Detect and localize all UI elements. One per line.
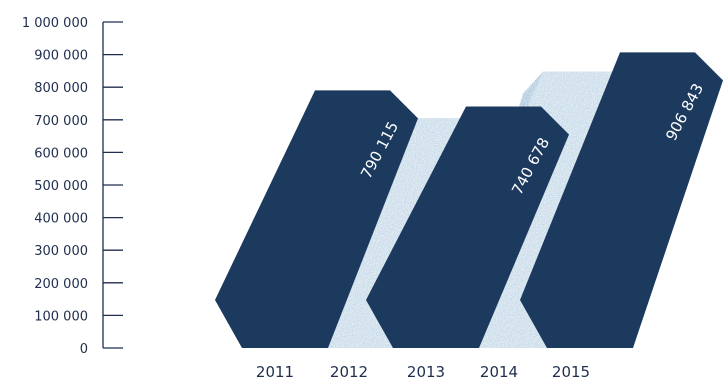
bar-face	[520, 52, 723, 349]
y-tick-label: 100 000	[34, 309, 88, 324]
bar-2011: 790 115	[215, 90, 418, 348]
x-tick-label: 2013	[407, 363, 445, 381]
y-tick-label: 700 000	[34, 114, 88, 129]
y-tick-label: 200 000	[34, 277, 88, 292]
y-tick-label: 400 000	[34, 212, 88, 227]
x-tick-label: 2011	[256, 363, 294, 381]
y-tick-label: 800 000	[34, 81, 88, 96]
y-tick-label: 600 000	[34, 146, 88, 161]
y-axis: 0 100 000 200 000 300 000 400 000 500 000 600 …	[22, 16, 123, 357]
x-tick-label: 2014	[480, 363, 518, 381]
x-tick-label: 2015	[552, 363, 590, 381]
bar-2013: 740 678	[366, 106, 569, 348]
bar-face	[215, 90, 418, 348]
x-axis-labels: 2011 2012 2013 2014 2015	[256, 363, 590, 381]
y-tick-label: 0	[80, 342, 88, 357]
y-tick-label: 900 000	[34, 49, 88, 64]
bar-2015: 906 843	[520, 52, 723, 349]
y-tick-label: 300 000	[34, 244, 88, 259]
x-tick-label: 2012	[330, 363, 368, 381]
y-tick-label: 1 000 000	[22, 16, 88, 31]
y-tick-label: 500 000	[34, 179, 88, 194]
bar-face	[366, 106, 569, 348]
